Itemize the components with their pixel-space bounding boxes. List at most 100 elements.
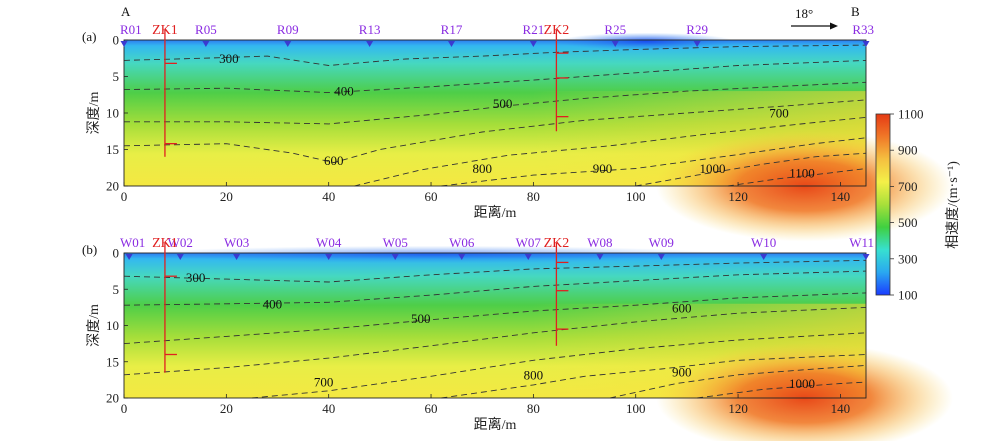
- x-tick-label: 0: [121, 189, 128, 204]
- station-marker-icon: [391, 254, 399, 260]
- station-marker-icon: [862, 254, 870, 260]
- y-tick-label: 10: [106, 106, 119, 121]
- station-label: W09: [649, 235, 674, 250]
- station-label: R33: [852, 22, 874, 37]
- station-label: W02: [168, 235, 193, 250]
- x-tick-label: 80: [527, 189, 540, 204]
- station-marker-icon: [524, 254, 532, 260]
- station-marker-icon: [760, 254, 768, 260]
- station-label: W04: [316, 235, 342, 250]
- x-tick-label: 120: [728, 189, 748, 204]
- station-label: W11: [849, 235, 874, 250]
- contour-label-600: 600: [672, 301, 692, 316]
- station-label: R09: [277, 22, 299, 37]
- contour-label-300: 300: [186, 270, 206, 285]
- contour-label-700: 700: [769, 106, 789, 121]
- colorbar-tick-label: 1100: [898, 107, 924, 122]
- contour-line-600: [123, 306, 867, 376]
- contour-line-700: [354, 116, 867, 187]
- station-marker-icon: [120, 41, 128, 47]
- x-tick-label: 40: [322, 189, 335, 204]
- x-tick-label: 0: [121, 401, 128, 416]
- y-tick-label: 0: [113, 246, 120, 261]
- high-velocity-zone: [656, 342, 953, 441]
- contour-label-500: 500: [493, 96, 513, 111]
- contour-line-800: [441, 137, 867, 187]
- x-tick-label: 120: [728, 401, 748, 416]
- contour-label-400: 400: [334, 84, 354, 99]
- station-marker-icon: [611, 41, 619, 47]
- contour-label-900: 900: [672, 364, 692, 379]
- station-label: R17: [441, 22, 463, 37]
- contour-line-300: [123, 44, 867, 66]
- station-marker-icon: [596, 254, 604, 260]
- station-marker-icon: [125, 254, 133, 260]
- station-marker-icon: [176, 254, 184, 260]
- station-label: W03: [224, 235, 249, 250]
- station-marker-icon: [657, 254, 665, 260]
- station-marker-icon: [325, 254, 333, 260]
- contour-label-800: 800: [472, 161, 492, 176]
- y-tick-label: 20: [106, 179, 119, 194]
- direction-arrow-icon: [791, 22, 838, 30]
- y-tick-label: 5: [113, 69, 120, 84]
- y-axis-title: 深度/m: [86, 304, 102, 347]
- panel-label: (b): [82, 242, 97, 257]
- station-label: W10: [751, 235, 776, 250]
- colorbar-tick-label: 700: [898, 179, 918, 194]
- contour-line-900: [610, 364, 867, 399]
- x-tick-label: 20: [220, 401, 233, 416]
- y-axis-title: 深度/m: [86, 92, 102, 135]
- y-tick-label: 15: [106, 142, 119, 157]
- colorbar-title: 相速度/(m·s⁻¹): [945, 161, 961, 249]
- station-marker-icon: [458, 254, 466, 260]
- x-tick-label: 20: [220, 189, 233, 204]
- corner-label-b: B: [851, 4, 860, 19]
- colorbar: 100 300 500 700 900 1100 相速度/(m·s⁻¹): [875, 107, 961, 303]
- station-label: W08: [587, 235, 612, 250]
- station-marker-icon: [284, 41, 292, 47]
- contour-label-900: 900: [593, 161, 613, 176]
- x-axis-title: 距离/m: [474, 204, 517, 221]
- contour-line-700: [251, 332, 867, 399]
- contour-line-800: [441, 354, 867, 399]
- x-tick-label: 100: [626, 189, 646, 204]
- station-marker-icon: [529, 41, 537, 47]
- y-tick-label: 20: [106, 391, 119, 406]
- y-tick-label: 5: [113, 282, 120, 297]
- contour-label-1000: 1000: [789, 376, 815, 391]
- station-label: R13: [359, 22, 381, 37]
- station-label: R25: [604, 22, 626, 37]
- station-marker-icon: [233, 254, 241, 260]
- station-label: R01: [120, 22, 142, 37]
- colorbar-tick-label: 300: [898, 251, 918, 266]
- contour-line-500: [124, 81, 867, 125]
- direction-label: 18°: [795, 6, 813, 21]
- station-marker-icon: [366, 41, 374, 47]
- y-tick-label: 10: [106, 318, 119, 333]
- x-tick-label: 40: [322, 401, 335, 416]
- contour-label-400: 400: [263, 296, 283, 311]
- colorbar-tick-label: 900: [898, 143, 918, 158]
- x-axis-title: 距离/m: [474, 416, 517, 433]
- y-tick-label: 15: [106, 354, 119, 369]
- contour-line-1000: [697, 381, 867, 399]
- contour-label-700: 700: [314, 375, 334, 390]
- station-marker-icon: [693, 41, 701, 47]
- station-marker-icon: [862, 41, 870, 47]
- borehole-label: ZK1: [152, 23, 178, 38]
- colorbar-ticks: 100 300 500 700 900 1100: [890, 107, 924, 303]
- y-tick-label: 0: [113, 33, 120, 48]
- colorbar-gradient: [875, 113, 891, 296]
- x-tick-label: 140: [831, 401, 851, 416]
- x-tick-label: 80: [527, 401, 540, 416]
- station-label: R05: [195, 22, 217, 37]
- x-tick-label: 100: [626, 401, 646, 416]
- contour-label-300: 300: [219, 51, 239, 66]
- contour-label-1100: 1100: [789, 165, 815, 180]
- station-label: W07: [516, 235, 542, 250]
- contour-label-600: 600: [324, 153, 344, 168]
